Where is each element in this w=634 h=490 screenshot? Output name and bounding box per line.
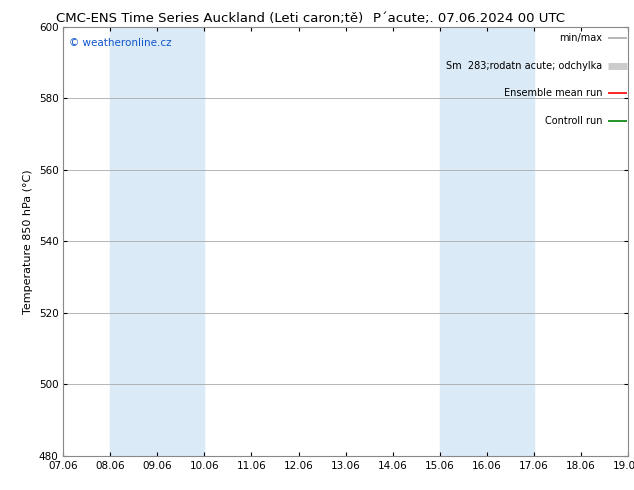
Bar xyxy=(439,27,534,456)
Bar xyxy=(110,27,204,456)
Text: P´acute;. 07.06.2024 00 UTC: P´acute;. 07.06.2024 00 UTC xyxy=(373,12,565,25)
Text: Sm  283;rodatn acute; odchylka: Sm 283;rodatn acute; odchylka xyxy=(446,61,602,71)
Text: Controll run: Controll run xyxy=(545,116,602,126)
Y-axis label: Temperature 850 hPa (°C): Temperature 850 hPa (°C) xyxy=(23,169,33,314)
Text: Ensemble mean run: Ensemble mean run xyxy=(504,88,602,98)
Text: CMC-ENS Time Series Auckland (Leti caron;tě): CMC-ENS Time Series Auckland (Leti caron… xyxy=(56,12,363,25)
Text: min/max: min/max xyxy=(559,33,602,43)
Text: © weatheronline.cz: © weatheronline.cz xyxy=(69,38,172,48)
